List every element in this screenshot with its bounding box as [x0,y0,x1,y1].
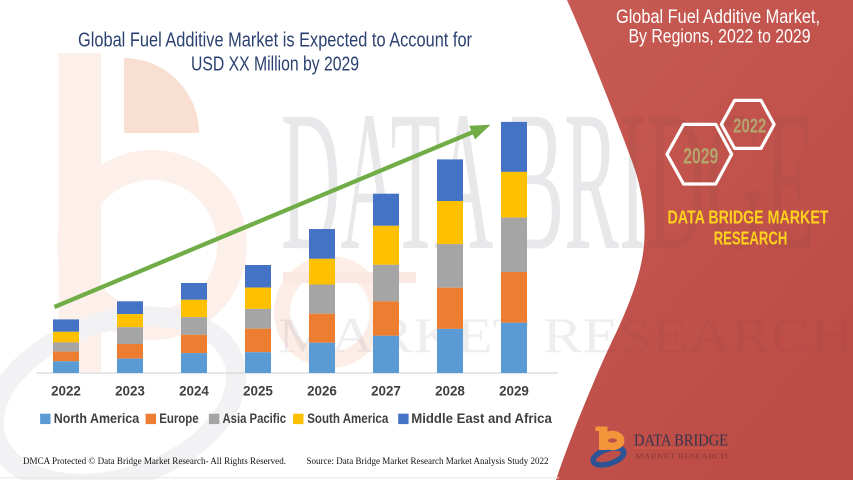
svg-text:2028: 2028 [435,384,465,399]
svg-text:DATA BRIDGE: DATA BRIDGE [634,431,728,450]
svg-text:Global Fuel Additive Market,: Global Fuel Additive Market, [616,7,820,28]
svg-text:Europe: Europe [159,411,199,426]
svg-text:2022: 2022 [51,384,81,399]
svg-text:Asia Pacific: Asia Pacific [223,411,287,426]
svg-text:2025: 2025 [243,384,273,399]
svg-text:DATA BRIDGE: DATA BRIDGE [281,71,815,292]
svg-text:By Regions, 2022 to 2029: By Regions, 2022 to 2029 [629,27,811,48]
svg-text:DMCA Protected © Data Bridge M: DMCA Protected © Data Bridge Market Rese… [23,456,286,466]
svg-text:RESEARCH: RESEARCH [714,228,788,249]
svg-text:MARKET RESEARCH: MARKET RESEARCH [635,452,729,461]
svg-text:South America: South America [307,411,389,426]
svg-text:MARKET RESEARCH: MARKET RESEARCH [278,308,853,363]
svg-text:Middle East and Africa: Middle East and Africa [411,411,552,426]
svg-text:2022: 2022 [733,114,766,137]
svg-text:2023: 2023 [115,384,145,399]
svg-text:Global Fuel Additive Market is: Global Fuel Additive Market is Expected … [78,30,472,52]
svg-text:North America: North America [54,411,140,426]
svg-text:2029: 2029 [683,143,718,168]
svg-text:2029: 2029 [499,384,529,399]
svg-text:Source: Data Bridge Market Res: Source: Data Bridge Market Research Mark… [307,456,549,466]
svg-text:2026: 2026 [307,384,337,399]
svg-text:DATA BRIDGE MARKET: DATA BRIDGE MARKET [668,207,830,228]
svg-text:2027: 2027 [371,384,401,399]
svg-text:USD XX Million by 2029: USD XX Million by 2029 [191,54,359,76]
svg-text:2024: 2024 [179,384,209,399]
